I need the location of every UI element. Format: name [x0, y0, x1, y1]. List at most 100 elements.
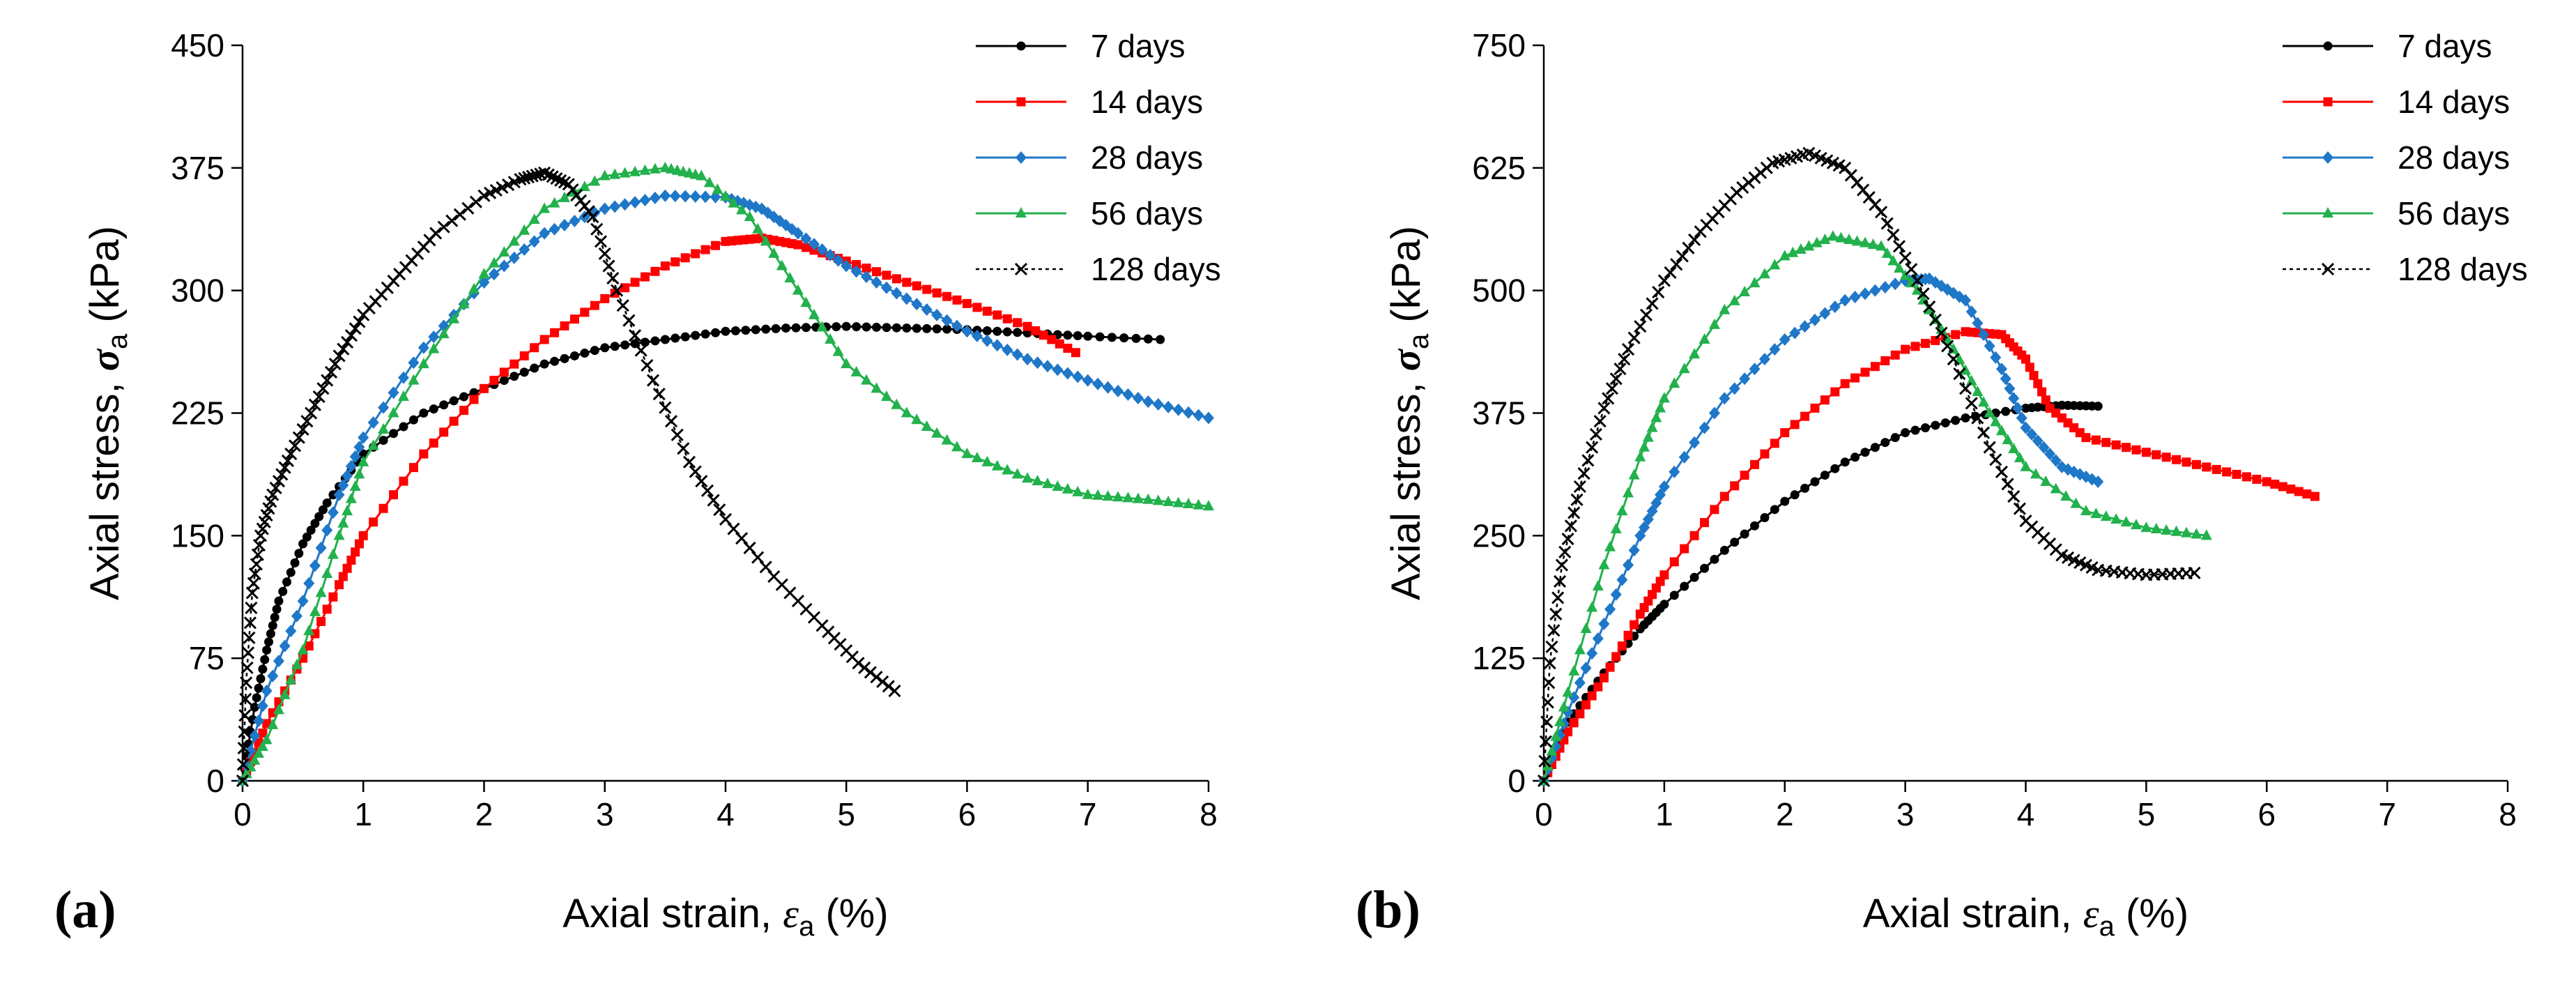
data-point: [841, 358, 852, 369]
data-point: [398, 390, 409, 402]
data-point: [1790, 420, 1800, 429]
data-point: [1172, 496, 1184, 508]
data-point: [1630, 620, 1639, 630]
data-point: [1586, 441, 1599, 454]
data-point: [459, 406, 469, 416]
data-point: [1965, 374, 1977, 386]
data-point: [2122, 443, 2131, 452]
data-point: [912, 281, 921, 291]
data-point: [408, 415, 418, 425]
data-point: [639, 193, 651, 206]
data-point: [358, 431, 369, 444]
data-point: [2050, 482, 2062, 494]
data-point: [258, 664, 268, 674]
data-point: [1977, 426, 1991, 439]
x-tick-label: 8: [2499, 796, 2517, 832]
x-tick-label: 7: [1079, 796, 1097, 832]
data-point: [1710, 554, 1719, 564]
data-point: [428, 342, 440, 353]
data-point: [469, 395, 479, 404]
data-point: [1628, 544, 1640, 557]
data-point: [689, 465, 702, 478]
data-point: [1537, 774, 1551, 788]
data-point: [249, 754, 261, 765]
data-point: [2008, 392, 2020, 405]
data-point: [1539, 735, 1552, 748]
data-point: [508, 235, 520, 246]
data-point: [429, 404, 438, 414]
data-point: [300, 415, 314, 428]
data-point: [590, 222, 604, 236]
data-point: [1809, 313, 1820, 326]
data-point: [728, 197, 739, 208]
data-point: [1616, 505, 1628, 516]
data-point: [1820, 471, 1830, 480]
data-point: [408, 356, 420, 369]
data-point: [1547, 624, 1561, 637]
data-point: [888, 684, 901, 698]
data-point: [1869, 284, 1881, 297]
panel-b-chart: 0 125 250 375 500 625 750 0 1 2 3 4 5 6 7 8 Axial strain…: [1356, 27, 2528, 942]
x-axis-title-subscript: a: [2099, 911, 2115, 942]
data-point: [1071, 348, 1080, 358]
data-point: [252, 693, 261, 703]
data-point: [2026, 427, 2038, 441]
data-point: [1092, 489, 1104, 500]
data-point: [459, 392, 469, 402]
data-point: [514, 173, 527, 186]
data-point: [629, 196, 641, 209]
data-point: [282, 577, 292, 587]
data-point: [240, 768, 252, 779]
data-point: [351, 547, 360, 557]
x-axis-title-symbol: ε: [2083, 891, 2099, 936]
data-point: [439, 400, 449, 410]
data-point: [1581, 454, 1595, 467]
data-point: [560, 353, 569, 363]
data-point: [273, 655, 284, 668]
data-point: [1728, 382, 1740, 395]
data-point: [478, 268, 490, 279]
data-point: [399, 476, 408, 486]
data-point: [399, 422, 408, 432]
data-point: [1623, 487, 1634, 498]
data-point: [2080, 505, 2092, 516]
data-point: [303, 577, 315, 590]
data-point: [528, 235, 540, 248]
data-point: [480, 383, 489, 393]
x-axis-title-subscript: a: [799, 911, 815, 942]
data-point: [825, 248, 836, 261]
data-point: [322, 604, 332, 614]
data-point: [2181, 526, 2192, 538]
data-point: [333, 529, 345, 540]
legend-marker: [2323, 97, 2333, 107]
data-point: [871, 275, 882, 289]
data-point: [243, 631, 256, 644]
data-point: [2070, 497, 2082, 508]
data-point: [2191, 459, 2201, 469]
data-point: [1545, 640, 1558, 653]
data-point: [1789, 326, 1801, 340]
data-point: [832, 254, 844, 267]
data-point: [580, 307, 590, 317]
data-point: [275, 468, 289, 481]
data-point: [1840, 379, 1850, 388]
data-point: [1586, 601, 1598, 612]
data-point: [238, 709, 252, 722]
data-point: [2025, 363, 2034, 372]
data-point: [1119, 333, 1129, 343]
x-tick-label: 0: [233, 796, 252, 832]
data-point: [267, 718, 279, 729]
data-point: [1995, 425, 2007, 436]
data-point: [1811, 236, 1823, 247]
data-point: [261, 733, 273, 745]
data-point: [2090, 508, 2102, 519]
data-point: [2038, 441, 2050, 454]
data-point: [1719, 392, 1731, 405]
y-tick-label: 225: [171, 395, 224, 432]
data-point: [1183, 498, 1195, 509]
data-point: [378, 436, 388, 445]
data-point: [1947, 343, 1959, 354]
data-point: [1990, 351, 2002, 364]
data-point: [1819, 233, 1831, 244]
data-point: [1042, 360, 1053, 373]
